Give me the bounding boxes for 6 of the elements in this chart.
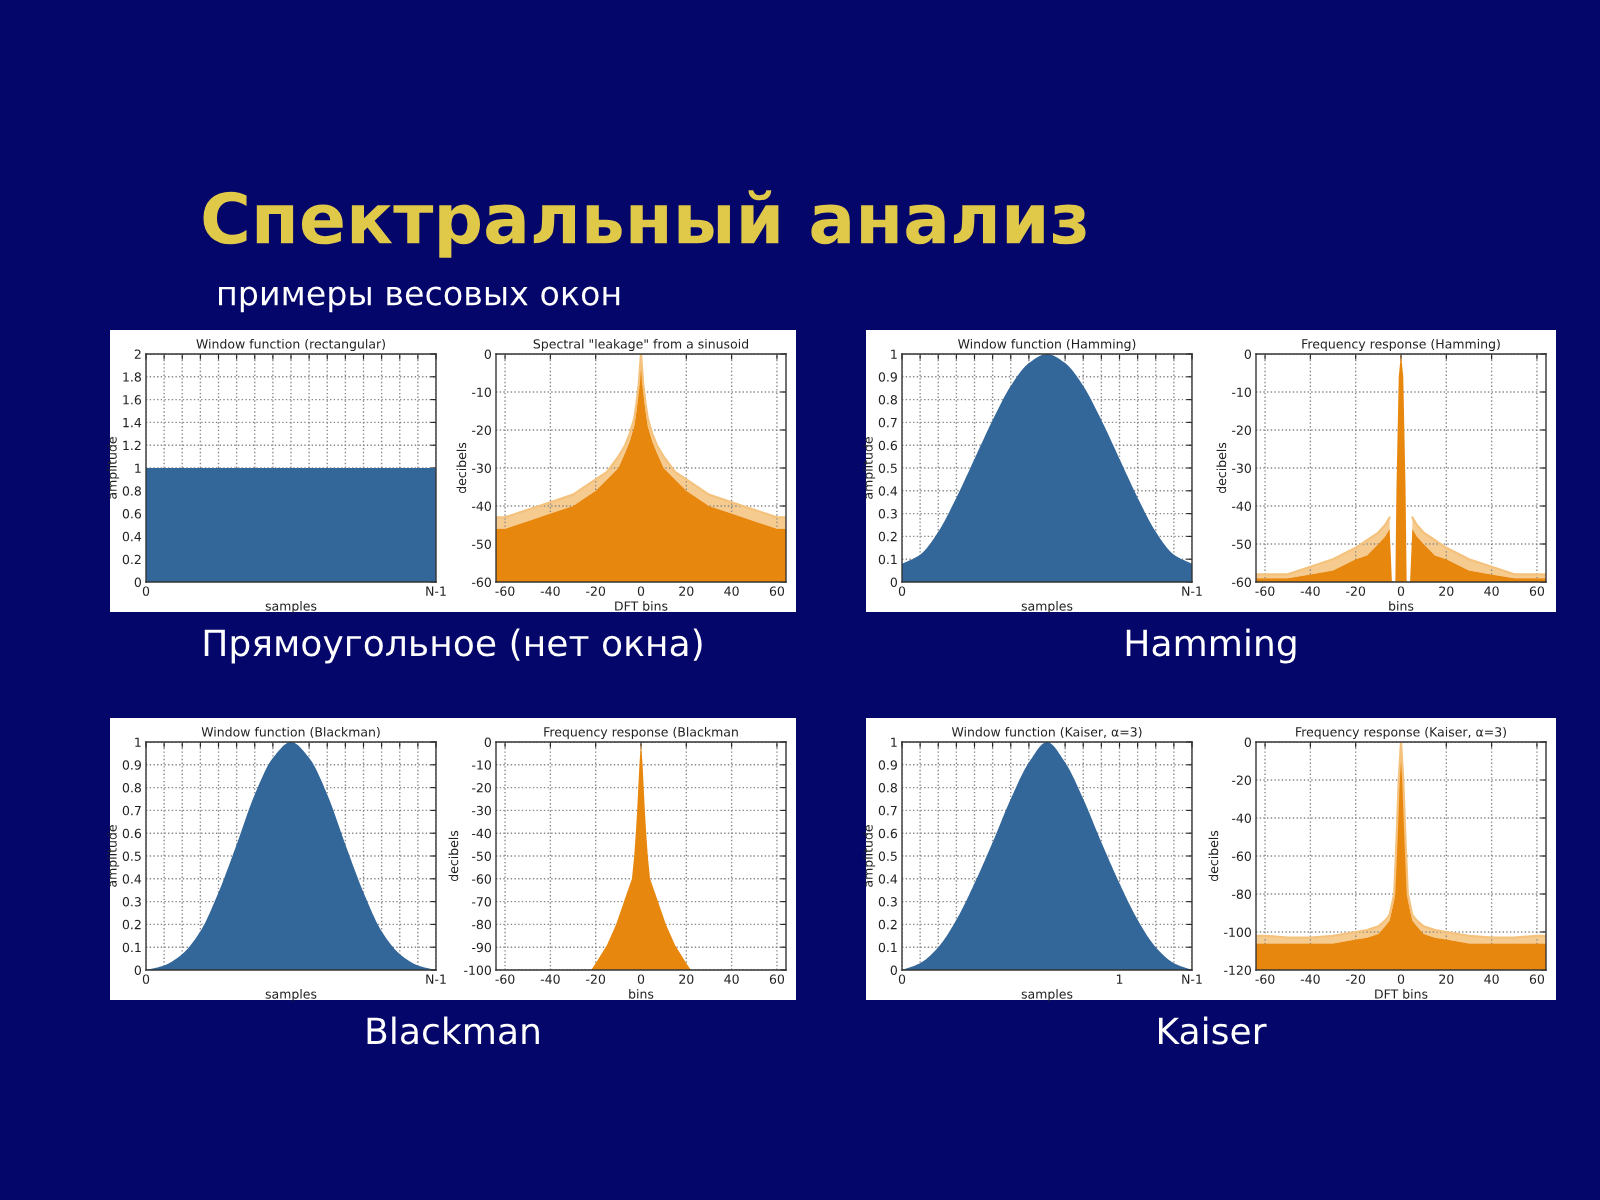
text: Спектральный анализ (203, 190, 1086, 258)
text: Hamming (1126, 628, 1296, 664)
text: Blackman (367, 1016, 539, 1045)
text: Прямоугольное (нет окна) (204, 628, 702, 664)
text: Kaiser (1159, 1016, 1267, 1045)
text: примеры весовых окон (219, 286, 620, 313)
